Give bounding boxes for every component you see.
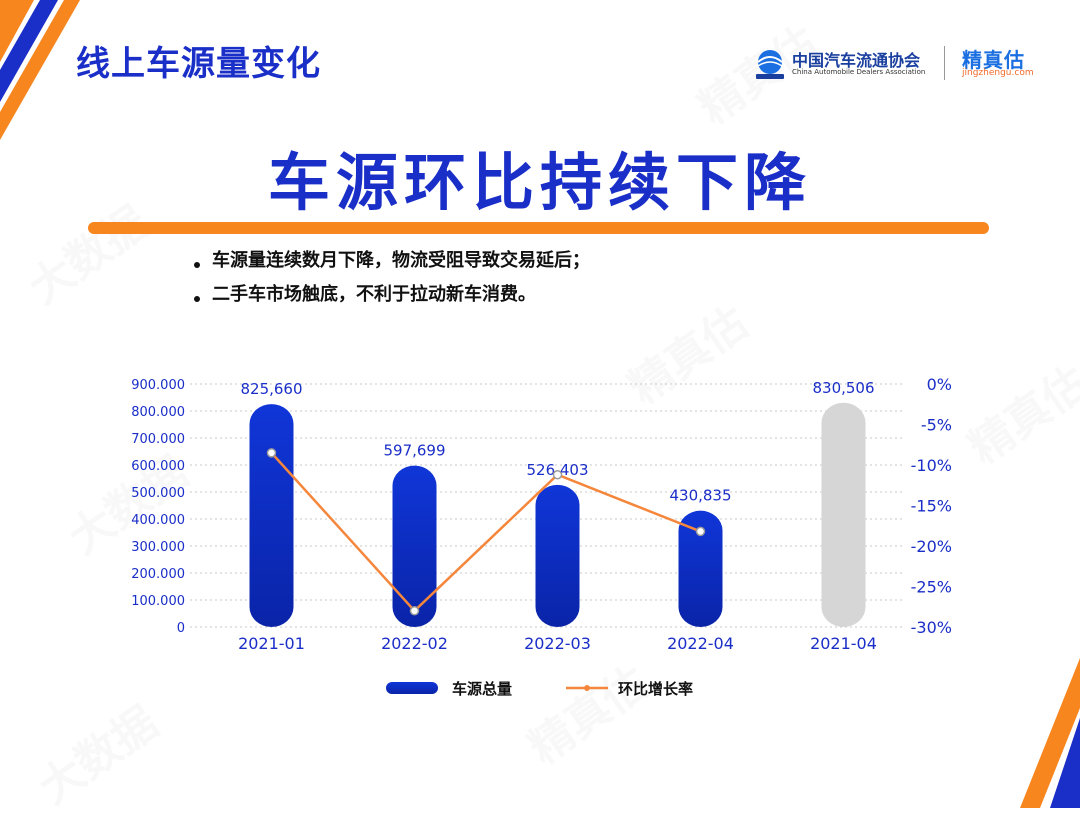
bullet-dot [194,262,200,268]
growth-rate-point [552,469,563,480]
y-right-tick-label: -20% [911,537,952,556]
bullet-list: 车源量连续数月下降，物流受阻导致交易延后； 二手车市场触底，不利于拉动新车消费。 [194,244,590,312]
legend-line-marker [584,685,590,691]
brand-name: 精真估 [962,48,1025,72]
y-left-tick-label: 100.000 [131,594,185,609]
y-left-tick-label: 800.000 [131,405,185,420]
headline-underline [88,222,989,234]
bar-value-label: 430,835 [669,487,731,505]
logo-divider [944,46,945,80]
bar [678,510,723,627]
x-tick-label: 2022-02 [381,634,448,653]
bar-value-label: 830,506 [812,379,874,397]
bullet-item: 二手车市场触底，不利于拉动新车消费。 [194,278,590,312]
bar [249,404,294,627]
x-tick-label: 2022-03 [524,634,591,653]
page-title: 线上车源量变化 [76,44,321,84]
bullet-text: 车源量连续数月下降，物流受阻导致交易延后； [212,250,590,271]
bullet-text: 二手车市场触底，不利于拉动新车消费。 [212,284,536,305]
bullet-item: 车源量连续数月下降，物流受阻导致交易延后； [194,244,590,278]
y-right-tick-label: -15% [911,497,952,516]
y-right-tick-label: -5% [921,416,952,435]
bar-value-label: 825,660 [240,380,302,398]
bar [821,402,866,627]
bar-value-label: 597,699 [383,442,445,460]
cada-name-en: China Automobile Dealers Association [792,68,926,76]
y-right-tick-label: -30% [911,618,952,637]
growth-rate-point [266,448,277,458]
y-left-tick-label: 0 [177,621,185,636]
brand-url: jingzhengu.com [962,68,1034,78]
bullet-dot [194,296,200,302]
y-right-tick-label: 0% [927,375,952,394]
growth-rate-line [270,452,701,613]
y-left-tick-label: 900.000 [131,378,185,393]
x-tick-label: 2021-01 [238,634,305,653]
y-left-tick-label: 200.000 [131,567,185,582]
x-tick-label: 2021-04 [810,634,877,653]
x-tick-label: 2022-04 [667,634,734,653]
cada-name-cn: 中国汽车流通协会 [792,51,921,70]
bottom-right-corner-stripes [1020,658,1080,808]
bar-value-label: 526,403 [526,461,588,479]
y-left-tick-label: 700.000 [131,432,185,447]
y-right-tick-label: -10% [911,456,952,475]
y-right-tick-label: -25% [911,578,952,597]
headline: 车源环比持续下降 [267,146,812,219]
header-logos: 中国汽车流通协会 China Automobile Dealers Associ… [752,44,1052,84]
y-left-tick-label: 300.000 [131,540,185,555]
y-left-tick-label: 500.000 [131,486,185,501]
y-left-tick-label: 600.000 [131,459,185,474]
growth-rate-point [409,606,420,616]
legend-bar-label: 车源总量 [452,680,512,698]
y-left-tick-label: 400.000 [131,513,185,528]
cada-logo-icon [756,50,784,79]
top-left-corner-stripes [0,0,80,140]
bar [392,465,437,627]
legend-bar-swatch [386,682,438,694]
legend-line-label: 环比增长率 [618,680,693,698]
bar [535,484,580,627]
growth-rate-point [695,526,706,537]
